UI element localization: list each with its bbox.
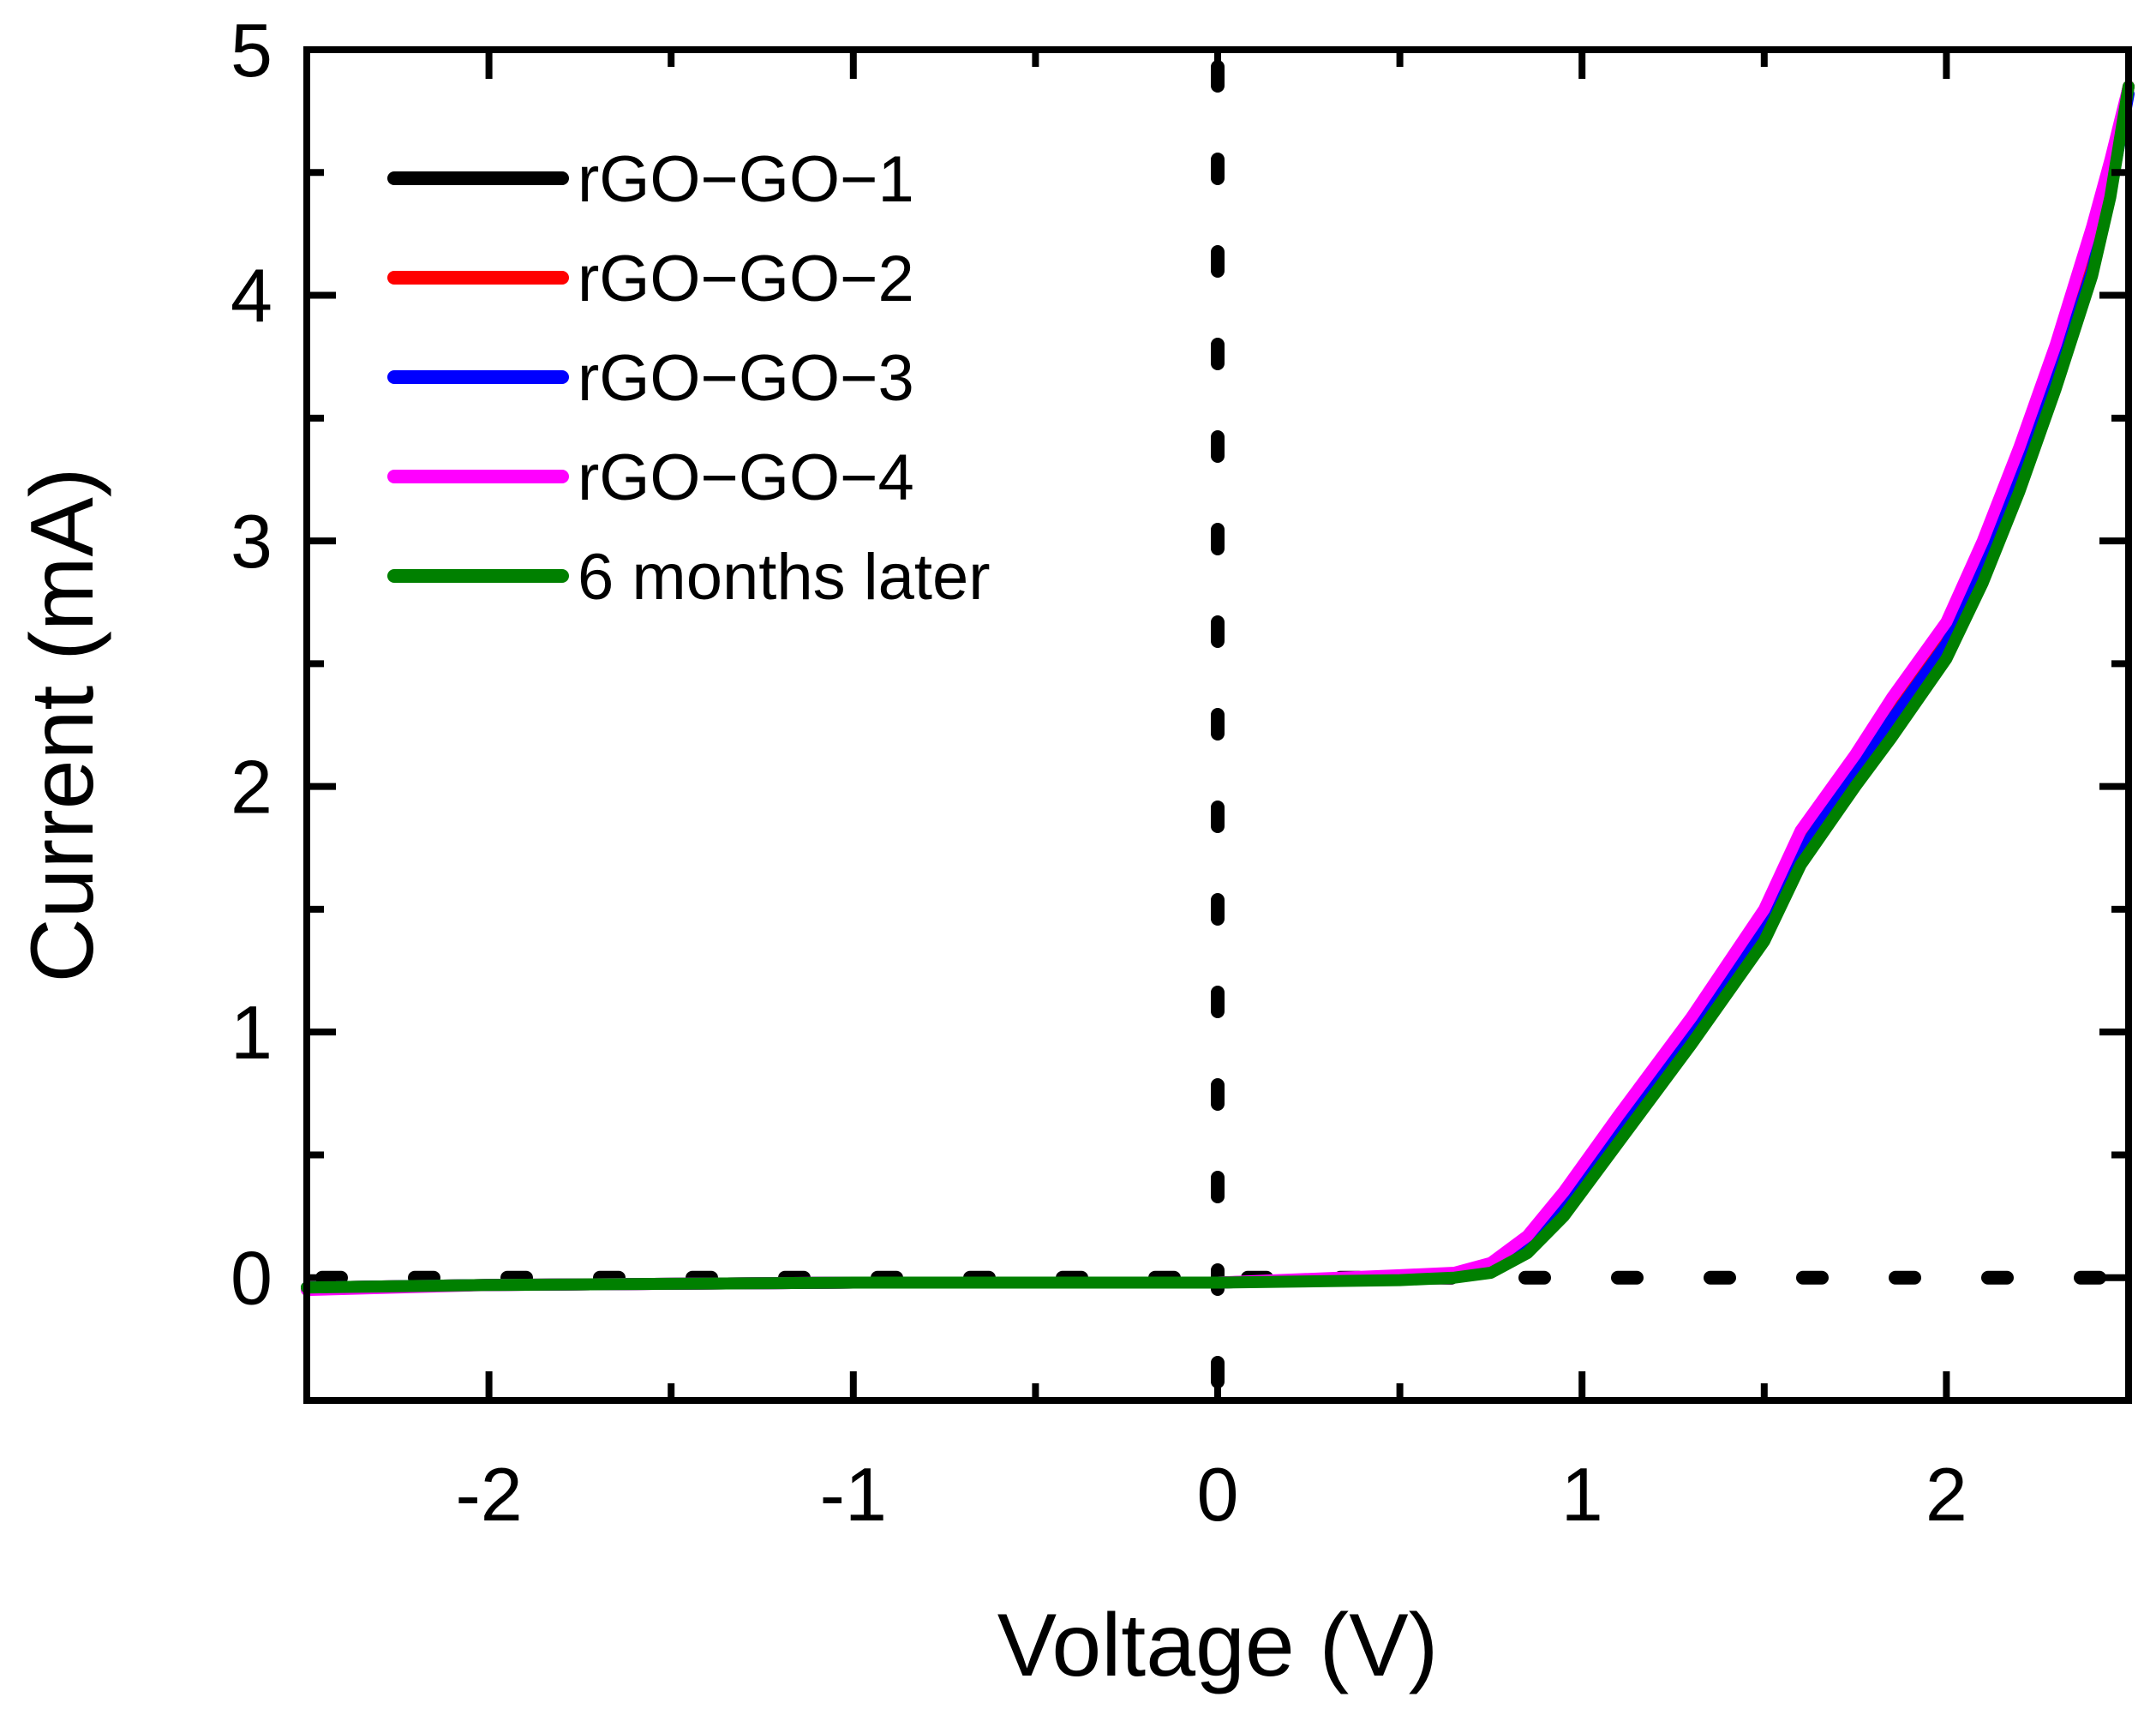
y-tick-label: 2: [231, 745, 272, 830]
legend-label-4: rGO−GO−4: [578, 441, 914, 514]
x-tick-label: -1: [820, 1452, 887, 1537]
y-tick-labels: 0 1 2 3 4 5: [231, 8, 272, 1321]
x-tick-label: 2: [1925, 1452, 1967, 1537]
x-tick-label: -2: [455, 1452, 522, 1537]
legend-label-2: rGO−GO−2: [578, 243, 914, 315]
legend-label-3: rGO−GO−3: [578, 342, 914, 415]
x-axis-title: Voltage (V): [997, 1596, 1439, 1695]
x-tick-label: 0: [1197, 1452, 1239, 1537]
legend-label-5: 6 months later: [578, 541, 991, 614]
reference-lines: [315, 60, 2127, 1404]
y-axis-title: Current (mA): [13, 468, 112, 983]
x-tick-labels: -2 -1 0 1 2: [455, 1452, 1967, 1537]
series-layer: [301, 81, 2135, 1297]
y-tick-label: 1: [231, 990, 272, 1075]
x-tick-label: 1: [1561, 1452, 1603, 1537]
legend-label-1: rGO−GO−1: [578, 143, 914, 216]
y-tick-label: 3: [231, 499, 272, 584]
y-tick-label: 4: [231, 254, 272, 339]
series-line-5: [301, 81, 2135, 1294]
axis-ticks: [303, 46, 2132, 1404]
y-tick-label: 5: [231, 8, 272, 93]
y-tick-label: 0: [231, 1236, 272, 1321]
legend: rGO−GO−1 rGO−GO−2 rGO−GO−3 rGO−GO−4 6 months…: [387, 143, 991, 614]
